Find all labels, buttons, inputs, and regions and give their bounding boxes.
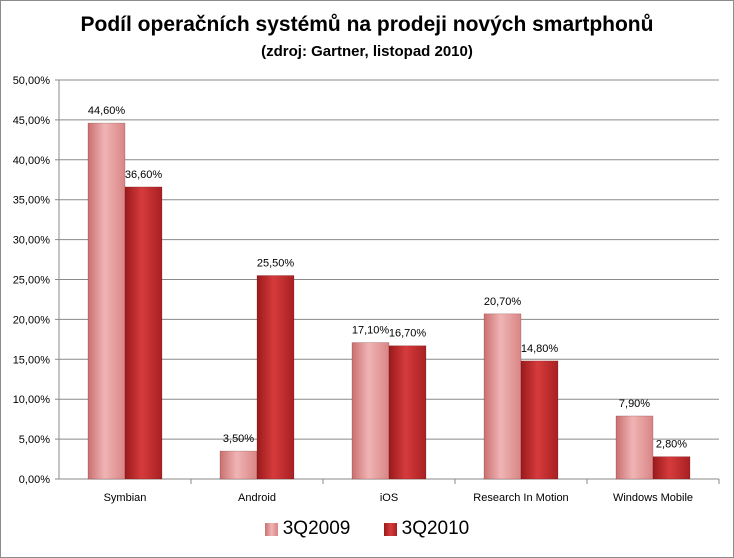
bar-3q2009-ios <box>351 342 390 480</box>
bar-3q2009-windows-mobile <box>615 415 654 480</box>
x-tick-label: Android <box>238 492 276 504</box>
data-label: 14,80% <box>521 343 559 355</box>
bar-3q2010-ios <box>388 345 427 480</box>
y-tick-label: 45,00% <box>13 115 51 127</box>
x-tick-label: iOS <box>380 492 398 504</box>
y-tick-label: 35,00% <box>13 195 51 207</box>
y-tick-label: 10,00% <box>13 394 51 406</box>
legend-item-3q2010: 3Q2010 <box>383 518 470 540</box>
data-label: 3,50% <box>223 433 254 445</box>
x-tick-label: Windows Mobile <box>613 492 693 504</box>
bar-3q2009-research-in-motion <box>483 313 522 480</box>
y-tick-label: 0,00% <box>19 474 50 486</box>
x-tick-label: Research In Motion <box>473 492 568 504</box>
bar-3q2009-android <box>219 450 258 480</box>
chart-subtitle: (zdroj: Gartner, listopad 2010) <box>261 43 473 60</box>
data-label: 17,10% <box>352 325 390 337</box>
bar-3q2010-windows-mobile <box>652 456 691 480</box>
y-tick-label: 50,00% <box>13 75 51 87</box>
y-tick-label: 40,00% <box>13 155 51 167</box>
x-tick-label: Symbian <box>104 492 147 504</box>
y-tick-label: 25,00% <box>13 275 51 287</box>
legend-item-3q2009: 3Q2009 <box>264 518 351 540</box>
legend: 3Q2009 3Q2010 <box>1 518 733 542</box>
chart-title: Podíl operačních systémů na prodeji nový… <box>80 13 654 36</box>
bar-3q2010-android <box>256 275 295 480</box>
data-label: 44,60% <box>88 105 126 117</box>
data-label: 16,70% <box>389 328 427 340</box>
bar-3q2010-symbian <box>124 186 163 480</box>
data-label: 36,60% <box>125 169 163 181</box>
data-label: 25,50% <box>257 258 295 270</box>
y-tick-label: 30,00% <box>13 235 51 247</box>
data-label: 7,90% <box>619 398 650 410</box>
legend-swatch-3q2009 <box>264 522 278 536</box>
y-tick-label: 20,00% <box>13 314 51 326</box>
bar-3q2010-research-in-motion <box>520 360 559 480</box>
bar-3q2009-symbian <box>87 122 126 480</box>
legend-label-3q2009: 3Q2009 <box>282 518 351 539</box>
y-tick-label: 15,00% <box>13 354 51 366</box>
legend-swatch-3q2010 <box>383 522 397 536</box>
data-label: 2,80% <box>656 439 687 451</box>
y-tick-label: 5,00% <box>19 434 50 446</box>
data-label: 20,70% <box>484 296 522 308</box>
legend-label-3q2010: 3Q2010 <box>401 518 470 539</box>
